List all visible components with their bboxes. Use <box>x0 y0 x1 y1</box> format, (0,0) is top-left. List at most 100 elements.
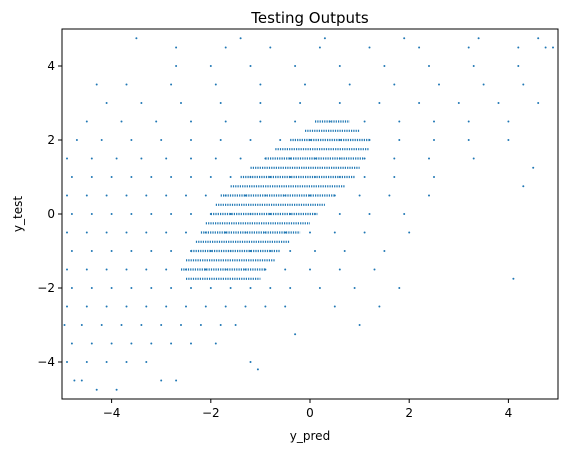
data-point <box>239 37 242 40</box>
data-point <box>110 250 113 252</box>
data-point <box>140 324 143 326</box>
data-point <box>70 176 73 178</box>
data-point <box>199 324 202 326</box>
data-point <box>472 65 475 67</box>
data-point <box>234 324 237 326</box>
data-point <box>66 157 68 160</box>
data-point <box>170 213 173 215</box>
data-point <box>155 120 158 123</box>
data-point <box>125 268 128 271</box>
data-point <box>398 139 401 141</box>
data-point <box>115 388 118 391</box>
data-point <box>190 120 192 123</box>
data-point <box>299 102 302 104</box>
data-point <box>135 37 138 40</box>
data-point <box>219 139 222 141</box>
data-point <box>66 305 68 308</box>
data-point <box>229 176 232 178</box>
data-point <box>284 305 287 308</box>
data-point <box>170 342 173 345</box>
data-point <box>190 157 192 160</box>
data-point <box>150 213 153 215</box>
data-point <box>309 268 311 271</box>
data-point <box>256 368 259 371</box>
x-tick-label: 4 <box>505 406 513 420</box>
data-point <box>105 268 108 271</box>
data-point <box>170 176 173 178</box>
data-point <box>120 120 123 123</box>
data-point <box>304 83 306 86</box>
data-point <box>219 102 222 104</box>
data-point <box>70 287 73 289</box>
data-point <box>100 139 103 141</box>
data-point <box>378 305 381 308</box>
data-point <box>165 305 168 308</box>
data-point <box>80 324 83 326</box>
data-point <box>75 139 78 141</box>
data-point <box>85 120 88 123</box>
data-point <box>165 268 168 271</box>
data-point <box>323 37 326 40</box>
data-point <box>353 287 356 289</box>
x-axis: −4 −2 0 2 4 <box>103 399 512 420</box>
data-point <box>160 324 163 326</box>
data-point <box>66 231 68 234</box>
data-point <box>150 342 153 345</box>
data-point <box>66 361 68 363</box>
data-point <box>358 194 361 197</box>
data-point <box>259 83 262 86</box>
x-tick-label: −2 <box>202 406 220 420</box>
data-point <box>100 324 103 326</box>
data-point <box>95 388 98 391</box>
data-point <box>522 185 525 188</box>
data-point <box>368 213 371 215</box>
data-point <box>284 268 287 271</box>
data-point <box>457 102 460 104</box>
data-point <box>185 305 187 308</box>
data-point <box>145 305 148 308</box>
data-point <box>90 213 93 215</box>
data-point <box>150 176 153 178</box>
data-point <box>269 46 272 49</box>
data-point <box>85 231 88 234</box>
data-point <box>408 231 411 234</box>
data-point <box>467 120 470 123</box>
data-point <box>140 157 143 160</box>
data-point <box>90 342 93 345</box>
data-point <box>130 139 133 141</box>
data-point <box>294 65 297 67</box>
data-point <box>264 305 267 308</box>
x-tick-label: 2 <box>405 406 413 420</box>
y-axis: −4 −2 0 2 4 <box>37 59 62 369</box>
data-point <box>219 324 222 326</box>
data-point <box>507 120 510 123</box>
data-point <box>552 46 554 49</box>
data-point <box>388 194 391 197</box>
data-point <box>125 361 128 363</box>
data-point <box>318 46 321 49</box>
data-point <box>309 231 311 234</box>
data-point <box>373 268 376 271</box>
data-point <box>130 342 133 345</box>
data-point <box>289 250 292 252</box>
data-point <box>224 46 227 49</box>
data-point <box>170 250 173 252</box>
data-point <box>190 287 192 289</box>
data-point <box>512 277 515 280</box>
data-point <box>393 157 396 160</box>
data-point <box>209 176 212 178</box>
points-layer <box>63 37 554 391</box>
data-point <box>224 120 227 123</box>
data-point <box>244 305 247 308</box>
data-point <box>398 120 401 123</box>
data-point <box>90 287 93 289</box>
data-point <box>190 213 192 215</box>
data-point <box>239 157 242 160</box>
data-point <box>378 102 381 104</box>
data-point <box>180 324 182 326</box>
data-point <box>70 213 73 215</box>
data-point <box>175 46 178 49</box>
data-point <box>85 268 88 271</box>
data-point <box>165 231 168 234</box>
